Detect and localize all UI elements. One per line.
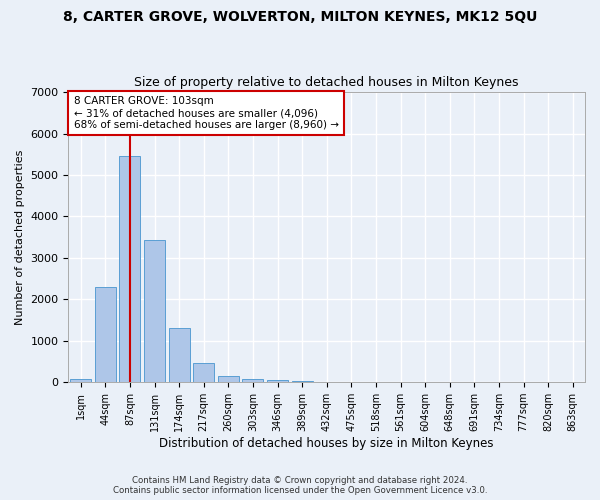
X-axis label: Distribution of detached houses by size in Milton Keynes: Distribution of detached houses by size … <box>160 437 494 450</box>
Bar <box>242 378 263 382</box>
Bar <box>292 381 313 382</box>
Y-axis label: Number of detached properties: Number of detached properties <box>15 150 25 325</box>
Bar <box>218 376 239 382</box>
Bar <box>169 328 190 382</box>
Bar <box>119 156 140 382</box>
Text: 8, CARTER GROVE, WOLVERTON, MILTON KEYNES, MK12 5QU: 8, CARTER GROVE, WOLVERTON, MILTON KEYNE… <box>63 10 537 24</box>
Text: 8 CARTER GROVE: 103sqm
← 31% of detached houses are smaller (4,096)
68% of semi-: 8 CARTER GROVE: 103sqm ← 31% of detached… <box>74 96 338 130</box>
Bar <box>267 380 288 382</box>
Bar <box>70 379 91 382</box>
Bar <box>144 240 165 382</box>
Bar <box>193 362 214 382</box>
Text: Contains HM Land Registry data © Crown copyright and database right 2024.
Contai: Contains HM Land Registry data © Crown c… <box>113 476 487 495</box>
Title: Size of property relative to detached houses in Milton Keynes: Size of property relative to detached ho… <box>134 76 519 90</box>
Bar <box>95 287 116 382</box>
